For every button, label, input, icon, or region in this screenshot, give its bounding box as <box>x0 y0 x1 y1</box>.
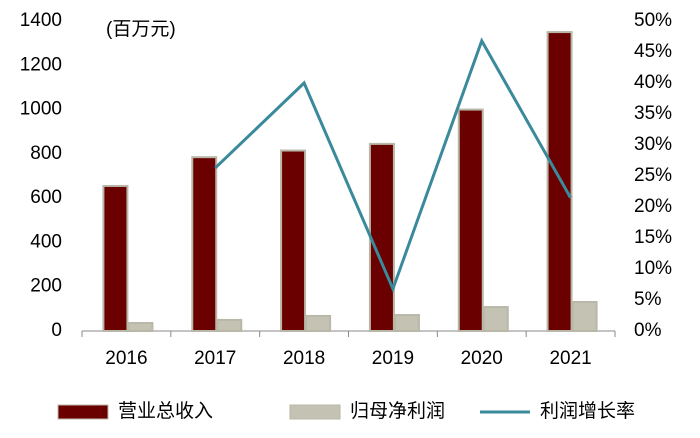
y-tick-label: 0 <box>51 320 62 341</box>
bar <box>482 306 509 333</box>
y2-tick-label: 0% <box>634 320 662 341</box>
y2-tick-label: 5% <box>634 289 662 310</box>
bar <box>457 108 484 332</box>
unit-label: (百万元) <box>106 19 176 40</box>
x-tick-label: 2016 <box>105 348 147 369</box>
y-tick-label: 1400 <box>20 10 62 31</box>
y-tick-label: 800 <box>30 143 62 164</box>
bar <box>280 149 307 332</box>
bar <box>305 314 332 333</box>
bar <box>102 184 129 332</box>
y-tick-label: 1000 <box>20 99 62 120</box>
y2-tick-label: 35% <box>634 103 672 124</box>
x-tick-label: 2020 <box>461 348 503 369</box>
x-tick-label: 2019 <box>372 348 414 369</box>
x-tick-label: 2021 <box>549 348 591 369</box>
bar <box>216 318 243 332</box>
y2-tick-label: 10% <box>634 258 672 279</box>
y-tick-label: 1200 <box>20 54 62 75</box>
legend-swatch <box>57 404 109 420</box>
bar <box>368 142 395 332</box>
y2-tick-label: 25% <box>634 165 672 186</box>
bar <box>393 314 420 332</box>
bar <box>571 300 598 333</box>
y-tick-label: 200 <box>30 276 62 297</box>
x-tick-label: 2017 <box>194 348 236 369</box>
legend-label: 利润增长率 <box>540 400 635 422</box>
line <box>214 37 572 293</box>
legend-label: 营业总收入 <box>118 400 213 422</box>
y2-tick-label: 40% <box>634 72 672 93</box>
y2-tick-label: 30% <box>634 134 672 155</box>
bar <box>127 322 154 332</box>
y2-tick-label: 20% <box>634 196 672 217</box>
bar <box>191 156 218 332</box>
y2-tick-label: 50% <box>634 10 672 31</box>
legend-label: 归母净利润 <box>350 400 445 422</box>
y-tick-label: 600 <box>30 187 62 208</box>
y2-tick-label: 15% <box>634 227 672 248</box>
y-tick-label: 400 <box>30 231 62 252</box>
y2-tick-label: 45% <box>634 41 672 62</box>
legend-swatch <box>289 404 341 420</box>
bar <box>546 31 573 332</box>
x-tick-label: 2018 <box>283 348 325 369</box>
